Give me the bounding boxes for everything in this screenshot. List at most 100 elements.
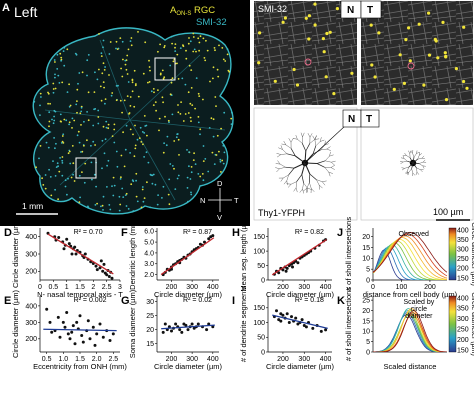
cell-dot xyxy=(190,191,192,194)
fit-line xyxy=(161,324,215,330)
cell-dot xyxy=(174,46,176,49)
micrograph-cell xyxy=(377,31,381,35)
dendrite xyxy=(285,166,295,169)
dendrite xyxy=(422,165,425,169)
dendrite xyxy=(409,150,412,154)
data-point xyxy=(98,266,102,270)
data-point xyxy=(285,312,289,316)
data-point xyxy=(101,269,105,273)
cell-dot xyxy=(143,132,146,134)
cell-dot xyxy=(72,173,74,176)
dendrite xyxy=(319,184,323,189)
data-point xyxy=(83,252,87,256)
dendrite xyxy=(304,150,307,164)
micrograph-cell xyxy=(427,53,432,57)
cell-dot xyxy=(48,120,51,123)
dendrite xyxy=(295,187,298,193)
data-point xyxy=(279,319,283,323)
x-axis-label: Eccentricity from ONH (mm) xyxy=(33,362,127,371)
cell-dot xyxy=(97,109,100,112)
data-point xyxy=(73,342,77,346)
cell-dot xyxy=(118,195,121,198)
dendrite xyxy=(407,172,410,176)
micrograph-cell xyxy=(443,51,447,55)
r-squared: R² = 0.87 xyxy=(183,229,212,236)
dendrite xyxy=(412,172,414,177)
cell-dot xyxy=(190,120,192,122)
cell-dot xyxy=(58,82,61,84)
data-point xyxy=(63,325,67,329)
y-tick-label: 50 xyxy=(257,335,265,342)
micrograph-cell xyxy=(398,53,402,57)
cell-dot xyxy=(189,178,192,180)
dendrite xyxy=(416,167,418,173)
cell-dot xyxy=(41,177,43,180)
data-point xyxy=(108,339,112,342)
cell-dot xyxy=(53,59,56,61)
dendrite xyxy=(285,144,292,149)
data-point xyxy=(95,268,99,272)
cell-dot xyxy=(221,159,224,162)
cell-dot xyxy=(176,177,179,180)
cell-dot xyxy=(171,42,174,45)
cell-dot xyxy=(212,135,215,138)
cell-dot xyxy=(94,204,97,206)
micrograph-cell xyxy=(462,25,466,29)
cell-dot xyxy=(131,79,134,82)
cell-dot xyxy=(168,178,171,181)
compass-n: N xyxy=(200,196,205,205)
cell-dot xyxy=(47,102,49,105)
cell-dot xyxy=(52,122,55,125)
cell-dot xyxy=(111,185,113,188)
cell-dot xyxy=(124,194,127,197)
data-point xyxy=(70,252,74,256)
cell-dot xyxy=(163,76,166,79)
cell-dot xyxy=(216,134,219,137)
y-axis-label: Circle diameter (µm) xyxy=(11,219,20,288)
data-point xyxy=(277,318,281,322)
data-point xyxy=(73,245,77,249)
data-point xyxy=(211,325,215,329)
cell-dot xyxy=(54,87,57,90)
cell-dot xyxy=(102,125,105,128)
sholl-legend: Scaled by circle diameter xyxy=(404,299,435,320)
x-tick-label: 0 xyxy=(371,284,375,291)
cell-dot xyxy=(105,126,108,129)
cell-dot xyxy=(152,104,155,106)
cell-dot xyxy=(140,206,143,209)
cell-dot xyxy=(130,183,133,186)
cell-dot xyxy=(61,81,64,84)
cell-dot xyxy=(187,112,190,114)
dendrite xyxy=(283,180,287,185)
data-point xyxy=(48,320,52,324)
cell-dot xyxy=(182,45,185,48)
data-point xyxy=(57,236,61,239)
micrograph-cell xyxy=(444,98,449,102)
cell-dot xyxy=(205,39,207,42)
colorbar xyxy=(448,295,457,353)
cell-dot xyxy=(42,184,45,186)
cell-dot xyxy=(49,102,51,105)
data-point xyxy=(61,320,65,324)
dendrite xyxy=(411,162,414,169)
cell-dot xyxy=(186,176,189,179)
micrograph-cell xyxy=(404,38,408,42)
cell-dot xyxy=(126,73,129,75)
y-tick-label: 30 xyxy=(146,299,154,306)
x-tick-label: 100 xyxy=(396,284,408,291)
cell-dot xyxy=(177,174,180,177)
cell-dot xyxy=(141,186,144,188)
cell-dot xyxy=(87,54,90,56)
cell-dot xyxy=(103,69,106,71)
cell-dot xyxy=(111,135,114,138)
cell-dot xyxy=(128,113,130,115)
cell-dot xyxy=(77,130,80,133)
micrograph-cell xyxy=(324,75,328,79)
cell-dot xyxy=(147,161,150,164)
cell-dot xyxy=(149,69,151,72)
data-point xyxy=(110,276,114,280)
cell-dot xyxy=(219,158,222,161)
cell-dot xyxy=(204,158,207,160)
dendrite xyxy=(292,138,298,140)
